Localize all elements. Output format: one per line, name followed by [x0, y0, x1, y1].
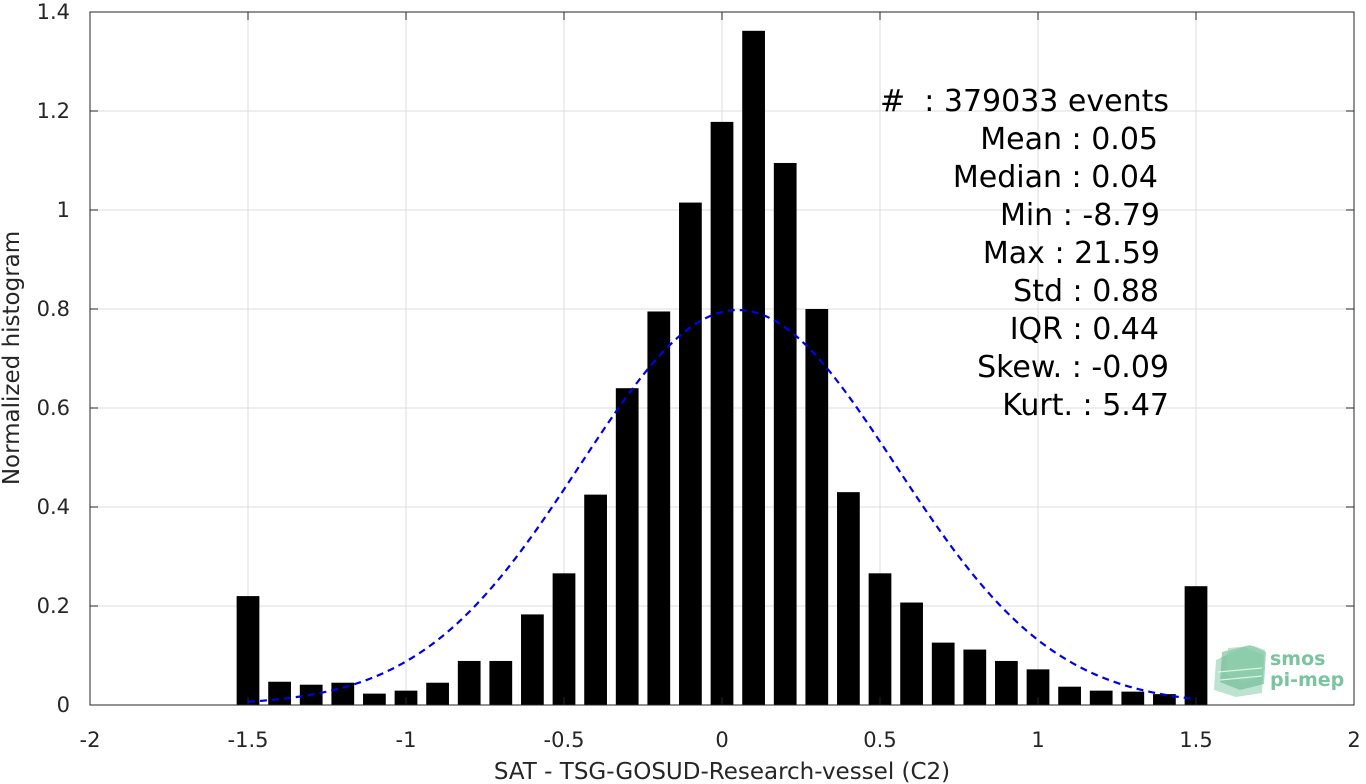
x-tick-label: 1.5 — [1179, 728, 1212, 752]
histogram-bar — [710, 121, 734, 705]
y-tick-label: 0.6 — [37, 396, 70, 420]
x-tick-label: 1 — [1031, 728, 1044, 752]
histogram-bar — [521, 614, 544, 705]
histogram-bar — [742, 30, 765, 706]
histogram-bar — [236, 596, 260, 705]
histogram-bar — [868, 573, 892, 705]
bars — [236, 30, 1208, 706]
y-tick-labels: 0 0.2 0.4 0.6 0.8 1 1.2 1.4 — [37, 0, 70, 717]
histogram-bar — [457, 660, 481, 705]
smos-pimep-logo: smos pi-mep — [1214, 645, 1344, 697]
histogram-bar — [552, 573, 576, 705]
normal-fit-curve — [247, 308, 1197, 703]
x-tick-label: -1 — [396, 728, 417, 752]
histogram-bar — [1058, 686, 1081, 705]
histogram-bar — [331, 682, 355, 705]
histogram-bar — [489, 660, 513, 705]
x-tick-label: -2 — [80, 728, 101, 752]
stat-events: # : 379033 events — [880, 84, 1169, 119]
histogram-bar — [805, 309, 829, 705]
histogram-bar — [995, 660, 1018, 705]
histogram-bar — [615, 388, 639, 705]
y-tick-label: 0.4 — [37, 495, 70, 519]
x-tick-label: 2 — [1347, 728, 1360, 752]
stat-median: Median : 0.04 — [953, 160, 1158, 195]
histogram-bar — [963, 649, 987, 705]
y-tick-label: 1.4 — [37, 0, 70, 24]
x-tick-label: 0.5 — [863, 728, 896, 752]
histogram-bar — [363, 693, 386, 705]
x-tick-labels: -2 -1.5 -1 -0.5 0 0.5 1 1.5 2 — [80, 728, 1361, 752]
histogram-bar — [647, 311, 671, 705]
histogram-bar — [773, 162, 797, 706]
histogram-bar — [837, 492, 860, 705]
x-axis-label: SAT - TSG-GOSUD-Research-vessel (C2) — [494, 759, 950, 784]
stat-min: Min : -8.79 — [1000, 198, 1160, 233]
histogram-bar — [1089, 690, 1113, 705]
x-tick-label: -0.5 — [544, 728, 585, 752]
histogram-bar — [1121, 691, 1145, 705]
y-tick-label: 1 — [57, 198, 70, 222]
logo-text-line1: smos — [1270, 648, 1325, 670]
stat-std: Std : 0.88 — [1013, 274, 1159, 309]
histogram-bar — [426, 682, 449, 705]
statistics-annotation: # : 379033 events Mean : 0.05 Median : 0… — [880, 84, 1169, 423]
logo-text-line2: pi-mep — [1270, 669, 1344, 691]
x-tick-label: 0 — [715, 728, 728, 752]
logo-emblem-icon — [1214, 645, 1266, 697]
y-tick-label: 0.8 — [37, 297, 70, 321]
histogram-bar — [584, 494, 607, 705]
stat-kurt: Kurt. : 5.47 — [1002, 388, 1169, 423]
histogram-bar — [1184, 586, 1208, 705]
y-tick-label: 0 — [57, 693, 70, 717]
y-tick-label: 1.2 — [37, 99, 70, 123]
stat-mean: Mean : 0.05 — [980, 122, 1158, 157]
histogram-bar — [900, 602, 923, 705]
stat-iqr: IQR : 0.44 — [1010, 312, 1159, 347]
axes — [89, 11, 1355, 706]
histogram-bar — [1026, 669, 1050, 705]
histogram-bar — [931, 642, 955, 705]
x-tick-label: -1.5 — [228, 728, 269, 752]
histogram-bar — [679, 202, 702, 705]
histogram-bar — [1153, 694, 1176, 705]
histogram-bar — [268, 681, 291, 705]
y-tick-label: 0.2 — [37, 594, 70, 618]
stat-max: Max : 21.59 — [983, 236, 1160, 271]
stat-skew: Skew. : -0.09 — [977, 350, 1169, 385]
y-axis-label: Normalized histogram — [0, 231, 25, 485]
